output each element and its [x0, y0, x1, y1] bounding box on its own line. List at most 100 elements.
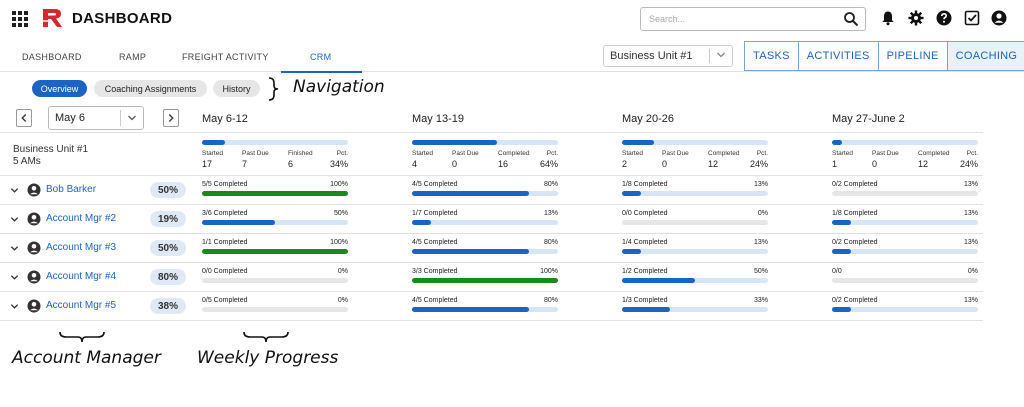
progress-pct: 80%	[543, 181, 558, 188]
account-icon[interactable]	[991, 10, 1007, 26]
gear-icon[interactable]	[908, 10, 924, 26]
checklist-icon[interactable]	[964, 10, 980, 26]
activities-button[interactable]: ACTIVITIES	[798, 42, 879, 70]
table-bottom-border	[0, 320, 983, 321]
account-manager-link[interactable]: Account Mgr #2	[46, 213, 117, 224]
weekly-progress-cell: 1/8 Completed 13%	[832, 210, 978, 230]
weekly-progress-cell: 1/3 Completed 33%	[622, 297, 768, 317]
chevron-down-icon[interactable]	[10, 302, 19, 311]
progress-pct: 50%	[753, 268, 768, 275]
summary-value: 0	[872, 159, 878, 169]
manager-pct-badge: 80%	[150, 269, 186, 285]
summary-value: 16	[498, 159, 509, 169]
progress-fill	[832, 249, 851, 254]
next-week-button[interactable]	[163, 109, 179, 127]
weekly-progress-cell: 4/5 Completed 80%	[412, 297, 558, 317]
progress-bar	[832, 307, 978, 312]
summary-value: 0	[452, 159, 458, 169]
progress-pct: 100%	[540, 268, 558, 275]
progress-pct: 80%	[543, 239, 558, 246]
weekly-progress-cell: 1/8 Completed 13%	[622, 181, 768, 201]
logo-icon	[41, 9, 62, 27]
progress-fill	[622, 191, 641, 196]
progress-pct: 80%	[543, 297, 558, 304]
pipeline-button[interactable]: PIPELINE	[878, 42, 948, 70]
weekly-progress-cell: 1/2 Completed 50%	[622, 268, 768, 288]
pill-coaching-assignments[interactable]: Coaching Assignments	[94, 80, 207, 97]
progress-fill	[622, 307, 671, 312]
search-icon[interactable]	[843, 11, 859, 27]
coaching-button[interactable]: COACHING	[947, 42, 1024, 70]
progress-bar	[412, 220, 558, 225]
week-progress-bar	[832, 140, 978, 145]
summary-value: 24%	[959, 159, 978, 169]
help-icon[interactable]	[936, 10, 952, 26]
week-summary: Started 1 Past Due 0 Completed 12 Pct. 24%	[832, 138, 978, 170]
progress-label: 4/5 Completed	[412, 181, 458, 188]
progress-label: 1/2 Completed	[622, 268, 668, 275]
pill-overview[interactable]: Overview	[32, 80, 87, 97]
summary-value: 6	[288, 159, 294, 169]
date-select[interactable]: May 6	[48, 106, 144, 130]
progress-pct: 33%	[753, 297, 768, 304]
summary-value: 0	[662, 159, 668, 169]
active-tab-indicator	[281, 71, 362, 73]
weekly-progress-cell: 1/7 Completed 13%	[412, 210, 558, 230]
table-row: Bob Barker 50% 5/5 Completed 100% 4/5 Comple…	[0, 175, 983, 204]
manager-pct-badge: 38%	[150, 298, 186, 314]
user-icon	[27, 270, 41, 284]
business-unit-select[interactable]: Business Unit #1	[603, 45, 733, 67]
account-manager-link[interactable]: Bob Barker	[46, 184, 97, 195]
chevron-down-icon[interactable]	[10, 273, 19, 282]
account-manager-link[interactable]: Account Mgr #5	[46, 300, 117, 311]
progress-fill	[202, 249, 348, 254]
app-title: DASHBOARD	[72, 10, 173, 27]
bell-icon[interactable]	[880, 10, 896, 26]
app-grid-icon[interactable]	[12, 11, 28, 27]
summary-label: Finished	[288, 150, 313, 157]
previous-week-button[interactable]	[16, 109, 32, 127]
progress-bar	[202, 307, 348, 312]
progress-label: 1/8 Completed	[832, 210, 878, 217]
pill-history[interactable]: History	[213, 80, 260, 97]
progress-fill	[832, 307, 851, 312]
search-box[interactable]	[640, 7, 866, 31]
week-progress-fill	[412, 140, 497, 145]
account-manager-link[interactable]: Account Mgr #3	[46, 242, 117, 253]
summary-value: 12	[918, 159, 929, 169]
tab-ramp[interactable]: RAMP	[119, 52, 147, 62]
top-bar: DASHBOARD	[0, 0, 1024, 36]
progress-label: 5/5 Completed	[202, 181, 248, 188]
chevron-down-icon	[128, 115, 136, 121]
tab-crm[interactable]: CRM	[310, 52, 332, 62]
week-summary: Started 2 Past Due 0 Completed 12 Pct. 24%	[622, 138, 768, 170]
table-row: Account Mgr #2 19% 3/6 Completed 50% 1/7 Com…	[0, 204, 983, 233]
chevron-down-icon[interactable]	[10, 186, 19, 195]
tab-dashboard[interactable]: DASHBOARD	[22, 52, 82, 62]
progress-label: 0/0 Completed	[622, 210, 668, 217]
progress-pct: 13%	[963, 239, 978, 246]
chevron-down-icon[interactable]	[10, 215, 19, 224]
account-manager-link[interactable]: Account Mgr #4	[46, 271, 117, 282]
progress-bar	[202, 278, 348, 283]
tasks-button[interactable]: TASKS	[745, 42, 799, 70]
table-row: Account Mgr #4 80% 0/0 Completed 0% 3/3 Comp…	[0, 262, 983, 291]
chevron-down-icon[interactable]	[10, 244, 19, 253]
progress-pct: 13%	[963, 181, 978, 188]
business-unit-count: 5 AMs	[13, 156, 41, 167]
progress-bar	[832, 191, 978, 196]
progress-bar	[622, 249, 768, 254]
summary-label: Pct.	[966, 150, 978, 157]
navigation-brace	[268, 77, 279, 101]
search-input[interactable]	[641, 8, 831, 30]
crm-button-group: TASKS ACTIVITIES PIPELINE COACHING	[744, 41, 1024, 71]
weekly-progress-cell: 0/0 Completed 0%	[622, 210, 768, 230]
progress-fill	[412, 278, 558, 283]
business-unit-select-value: Business Unit #1	[610, 50, 693, 62]
progress-label: 0/0 Completed	[202, 268, 248, 275]
header-separator	[0, 132, 983, 133]
tab-freight-activity[interactable]: FREIGHT ACTIVITY	[182, 52, 269, 62]
progress-bar	[622, 278, 768, 283]
progress-label: 1/3 Completed	[622, 297, 668, 304]
summary-value: 34%	[329, 159, 348, 169]
